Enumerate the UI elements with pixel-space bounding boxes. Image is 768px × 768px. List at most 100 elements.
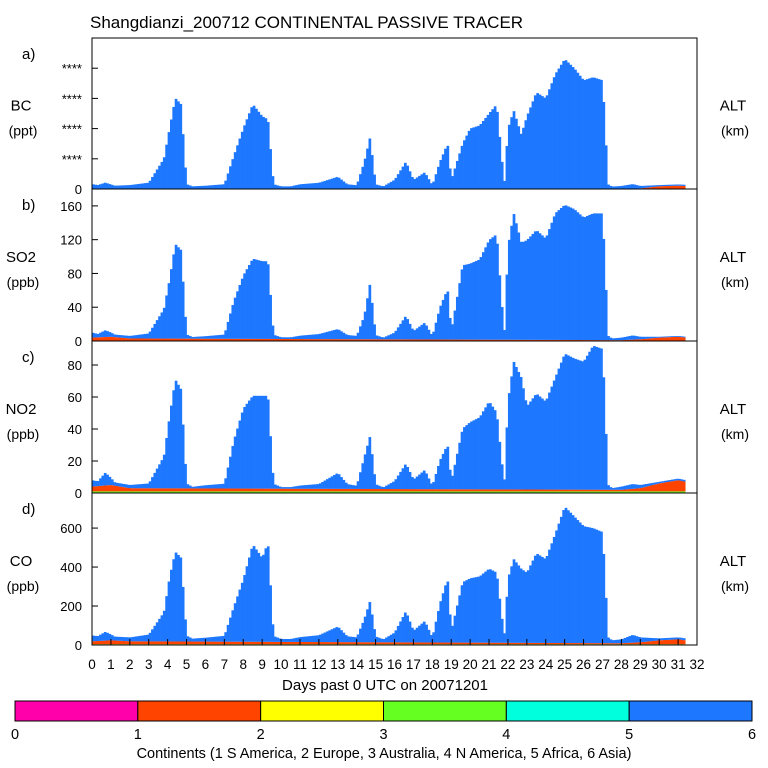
bar-asia xyxy=(609,639,613,644)
bar-asia xyxy=(250,107,254,189)
bar-asia xyxy=(302,636,306,642)
bar-europe xyxy=(387,642,391,645)
bar-europe xyxy=(134,641,138,645)
bar-asia xyxy=(472,262,476,340)
bar-asia xyxy=(195,186,199,189)
bar-asia xyxy=(673,479,677,481)
bar-asia xyxy=(531,233,535,340)
bar-europe xyxy=(460,489,464,492)
bar-europe xyxy=(347,488,350,492)
bar-europe xyxy=(489,642,492,645)
bar-europe xyxy=(113,640,116,645)
bar-europe xyxy=(335,488,339,492)
bar-namerica xyxy=(559,491,563,493)
bar-namerica xyxy=(363,491,367,493)
bar-namerica xyxy=(120,491,124,493)
bar-europe xyxy=(463,642,466,645)
bar-asia xyxy=(399,621,402,643)
bar-asia xyxy=(375,636,379,643)
bar-europe xyxy=(181,488,185,492)
bar-europe xyxy=(236,338,239,341)
bar-asia xyxy=(214,636,218,642)
y-tick-label: 160 xyxy=(60,199,82,214)
bar-asia xyxy=(368,602,372,643)
bar-namerica xyxy=(659,491,662,493)
bar-namerica xyxy=(288,491,291,493)
bar-asia xyxy=(151,177,154,189)
bar-asia xyxy=(184,316,187,339)
bar-europe xyxy=(564,643,568,645)
bar-europe xyxy=(439,339,443,341)
bar-namerica xyxy=(515,491,518,493)
bar-europe xyxy=(106,336,109,341)
bar-asia xyxy=(266,546,270,642)
bar-asia xyxy=(399,471,402,490)
bar-europe xyxy=(99,337,102,341)
bar-namerica xyxy=(418,491,421,493)
bar-europe xyxy=(515,339,518,341)
bar-europe xyxy=(581,643,584,645)
bar-asia xyxy=(389,483,393,490)
bar-europe xyxy=(245,641,249,645)
bar-asia xyxy=(236,596,239,642)
bar-asia xyxy=(217,484,220,489)
bar-europe xyxy=(195,338,199,341)
panel-letter: c) xyxy=(22,349,35,366)
bar-europe xyxy=(425,642,428,645)
bar-asia xyxy=(500,618,504,643)
bar-namerica xyxy=(680,491,684,493)
bar-europe xyxy=(538,339,542,341)
bar-asia xyxy=(278,336,282,339)
bar-asia xyxy=(633,484,636,489)
bar-asia xyxy=(349,335,353,340)
bar-asia xyxy=(422,172,426,189)
bar-asia xyxy=(92,635,95,642)
bar-asia xyxy=(392,333,395,340)
bar-europe xyxy=(630,339,634,341)
bar-europe xyxy=(510,339,514,341)
bar-europe xyxy=(155,641,159,645)
bar-asia xyxy=(668,336,672,338)
bar-europe xyxy=(276,641,280,645)
bar-namerica xyxy=(323,491,327,493)
bar-europe xyxy=(158,488,161,492)
bar-asia xyxy=(548,89,551,189)
bar-europe xyxy=(507,642,511,645)
bar-asia xyxy=(387,183,391,189)
bar-europe xyxy=(370,339,374,341)
bar-asia xyxy=(342,479,346,489)
bar-asia xyxy=(418,326,421,340)
bar-asia xyxy=(143,183,147,189)
y-tick-label: **** xyxy=(62,61,82,76)
bar-asia xyxy=(491,406,495,490)
bar-europe xyxy=(257,488,261,492)
bar-asia xyxy=(515,223,518,340)
bar-europe xyxy=(292,488,296,492)
bar-asia xyxy=(437,166,440,189)
bar-europe xyxy=(474,339,478,341)
bar-asia xyxy=(543,97,547,189)
bar-europe xyxy=(661,640,665,645)
bar-asia xyxy=(290,186,294,189)
bar-asia xyxy=(103,631,107,641)
bar-europe xyxy=(153,641,157,645)
x-tick-label: 20 xyxy=(463,657,478,672)
bar-namerica xyxy=(146,491,150,493)
bar-asia xyxy=(668,480,672,482)
bar-namerica xyxy=(597,491,601,493)
bar-europe xyxy=(387,489,391,492)
bar-namerica xyxy=(174,491,178,493)
bar-asia xyxy=(467,263,471,340)
bar-namerica xyxy=(165,491,168,493)
bar-europe xyxy=(264,488,268,492)
bar-europe xyxy=(413,642,417,645)
bar-asia xyxy=(453,615,457,643)
bar-asia xyxy=(387,636,391,643)
bar-europe xyxy=(531,489,535,492)
bar-europe xyxy=(359,488,362,492)
bar-europe xyxy=(439,489,443,492)
bar-europe xyxy=(477,489,480,492)
bar-europe xyxy=(503,339,506,341)
bar-asia xyxy=(255,549,258,642)
bar-europe xyxy=(167,338,171,341)
